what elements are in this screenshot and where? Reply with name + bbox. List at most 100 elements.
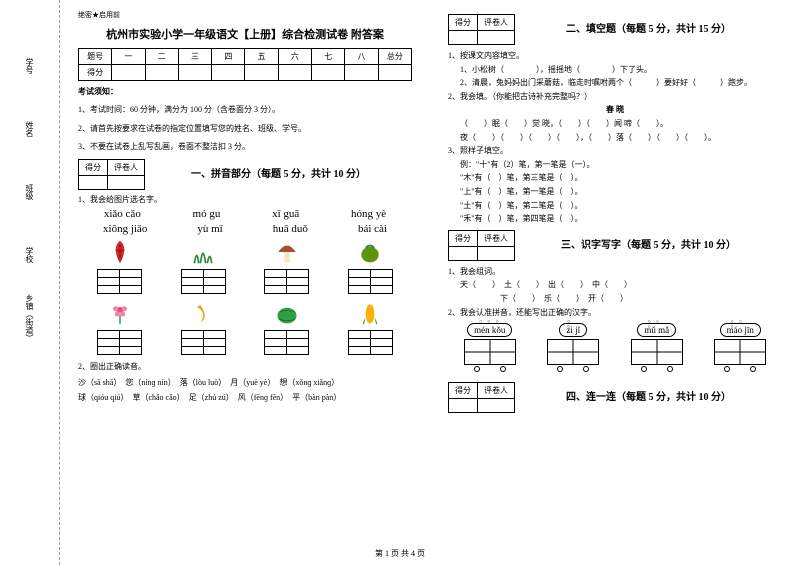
- pinyin: xiōng jiāo: [103, 223, 147, 235]
- train-row: mén kǒu zì jǐ mǔ mǎ máo jīn: [448, 323, 782, 372]
- leaf-icon: [106, 239, 134, 265]
- cell: [449, 399, 478, 413]
- cell: [478, 31, 515, 45]
- pinyin: yù mǐ: [197, 223, 222, 235]
- cell: [312, 65, 345, 81]
- train-item: máo jīn: [714, 323, 766, 372]
- pinyin: mó gu: [193, 208, 221, 220]
- notice-title: 考试须知：: [78, 85, 412, 99]
- cell: 评卷人: [478, 383, 515, 399]
- answer-grid: [348, 269, 393, 294]
- cell: 得分: [79, 159, 108, 175]
- gutter-label: 姓名: [24, 101, 35, 156]
- section-1-title: 一、拼音部分（每题 5 分，共计 10 分）: [145, 159, 412, 190]
- pinyin-row: xiōng jiāo yù mǐ huā duǒ bái cài: [78, 223, 412, 235]
- corn-icon: [356, 300, 384, 326]
- section-score-box: 得分 评卷人 三、识字写字（每题 5 分，共计 10 分）: [448, 230, 782, 261]
- gutter-label: 班级: [24, 164, 35, 219]
- cell: [345, 65, 378, 81]
- cell: 评卷人: [108, 159, 145, 175]
- right-column: 得分 评卷人 二、填空题（每题 5 分，共计 15 分） 1、按课文内容填空。 …: [430, 0, 800, 565]
- writing-cart: [464, 339, 516, 365]
- left-column: 绝密★启用前 杭州市实验小学一年级语文【上册】综合检测试卷 附答案 题号 一 二…: [60, 0, 430, 565]
- answer-grid-row: [78, 269, 412, 294]
- question-text: 2、我会填。（你能把古诗补充完整吗？）: [448, 90, 782, 104]
- poem-line: 夜（ ）（ ）（ ）（ ），（ ）落（ ）（ ）（ ）。: [448, 131, 782, 145]
- gutter-label: 学校: [24, 227, 35, 282]
- cell: [178, 65, 211, 81]
- cell: 得分: [449, 383, 478, 399]
- page-number: 第 1 页 共 4 页: [375, 548, 425, 559]
- pinyin-bubble: zì jǐ: [559, 323, 587, 337]
- mushroom-icon: [273, 239, 301, 265]
- table-row: 题号 一 二 三 四 五 六 七 八 总分: [79, 49, 412, 65]
- cell: 评卷人: [478, 15, 515, 31]
- wheels: [464, 366, 516, 372]
- question-text: 1、按课文内容填空。: [448, 49, 782, 63]
- section-score-box: 得分 评卷人 一、拼音部分（每题 5 分，共计 10 分）: [78, 159, 412, 190]
- pinyin: huā duǒ: [273, 223, 308, 235]
- section-score-box: 得分 评卷人 四、连一连（每题 5 分，共计 10 分）: [448, 382, 782, 413]
- wheels: [547, 366, 599, 372]
- pinyin: bái cài: [358, 223, 387, 235]
- cell: [378, 65, 411, 81]
- sub-question: "土"有（ ）笔，第二笔是（ ）。: [448, 199, 782, 213]
- paper-title: 杭州市实验小学一年级语文【上册】综合检测试卷 附答案: [78, 26, 412, 42]
- cell: 一: [112, 49, 145, 65]
- cell: 四: [212, 49, 245, 65]
- choice-line: 球（qióu qiú） 草（chǎo cǎo） 足（zhú zú） 风（fēnɡ…: [78, 390, 412, 405]
- score-table: 题号 一 二 三 四 五 六 七 八 总分 得分: [78, 48, 412, 81]
- cell: 七: [312, 49, 345, 65]
- table-row: 得分: [79, 65, 412, 81]
- choice-line: 沙（sā shā） 您（nínɡ nín） 落（lòu luò） 月（yuè y…: [78, 375, 412, 390]
- question-text: 2、我会认准拼音，还能写出正确的汉字。: [448, 306, 782, 320]
- writing-cart: [547, 339, 599, 365]
- sub-question: "木"有（ ）笔，第三笔是（ ）。: [448, 171, 782, 185]
- pinyin-row: xiǎo cǎo mó gu xī guā hóng yè: [78, 208, 412, 220]
- question-text: 1、我会组词。: [448, 265, 782, 279]
- cell: [79, 175, 108, 189]
- watermelon-icon: [273, 300, 301, 326]
- question-text: 3、照样子填空。: [448, 144, 782, 158]
- cell: 得分: [79, 65, 112, 81]
- notice-line: 2、请首先按要求在试卷的指定位置填写您的姓名、班级、学号。: [78, 122, 412, 136]
- cell: 总分: [378, 49, 411, 65]
- writing-cart: [714, 339, 766, 365]
- answer-grid: [264, 269, 309, 294]
- answer-grid: [97, 269, 142, 294]
- pinyin-bubble: mén kǒu: [467, 323, 512, 337]
- cell: 三: [178, 49, 211, 65]
- cell: 得分: [449, 15, 478, 31]
- page: 学号 姓名 班级 学校 乡镇（街道） 绝密★启用前 杭州市实验小学一年级语文【上…: [0, 0, 800, 565]
- content-columns: 绝密★启用前 杭州市实验小学一年级语文【上册】综合检测试卷 附答案 题号 一 二…: [60, 0, 800, 565]
- sub-question: 1、小松树（ ），摇摇地（ ）下了头。: [448, 63, 782, 77]
- word-line: 下（ ） 乐（ ） 开（ ）: [448, 292, 782, 306]
- section-2-title: 二、填空题（每题 5 分，共计 15 分）: [515, 14, 782, 45]
- cell: [478, 399, 515, 413]
- wheels: [631, 366, 683, 372]
- cell: [112, 65, 145, 81]
- train-item: zì jǐ: [547, 323, 599, 372]
- grass-icon: [189, 239, 217, 265]
- flower-icon: [106, 300, 134, 326]
- cell: [278, 65, 311, 81]
- cabbage-icon: [356, 239, 384, 265]
- cell: 六: [278, 49, 311, 65]
- answer-grid: [97, 330, 142, 355]
- answer-grid: [181, 330, 226, 355]
- answer-grid: [181, 269, 226, 294]
- cell: [145, 65, 178, 81]
- image-row-2: [78, 300, 412, 326]
- answer-grid-row: [78, 330, 412, 355]
- poem-line: （ ）眠（ ）觉 晓，（ ）（ ）闻 啼（ ）。: [448, 117, 782, 131]
- section-score-box: 得分 评卷人 二、填空题（每题 5 分，共计 15 分）: [448, 14, 782, 45]
- pinyin: xiǎo cǎo: [104, 208, 141, 220]
- cell: 二: [145, 49, 178, 65]
- gutter-label: 学号: [24, 38, 35, 93]
- answer-grid: [348, 330, 393, 355]
- section-4-title: 四、连一连（每题 5 分，共计 10 分）: [515, 382, 782, 413]
- cell: [108, 175, 145, 189]
- section-3-title: 三、识字写字（每题 5 分，共计 10 分）: [515, 230, 782, 261]
- sub-question: 2、清晨，兔妈妈出门采蘑菇，临走时嘱咐两个（ ）要好好（ ）跑步。: [448, 76, 782, 90]
- cell: 评卷人: [478, 230, 515, 246]
